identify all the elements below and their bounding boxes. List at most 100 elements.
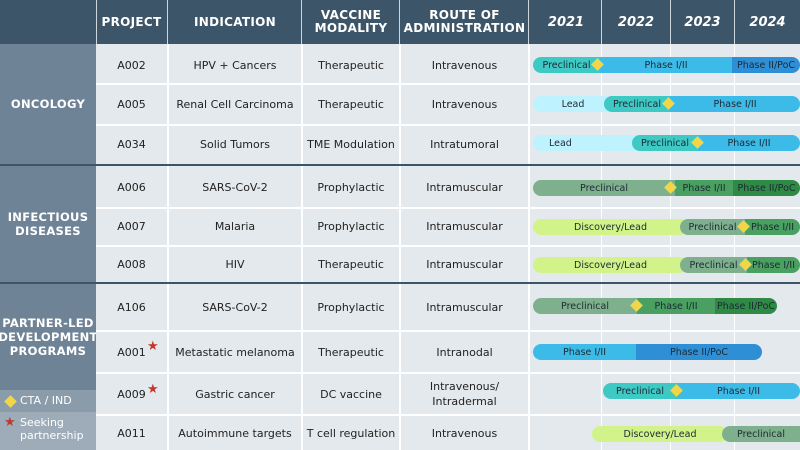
cell-route: Intratumoral <box>430 137 499 151</box>
cell-project: A002 <box>117 58 146 72</box>
cell-route: Intravenous <box>431 426 498 440</box>
row-divider <box>96 330 800 332</box>
phase-bar-preclinical: Preclinical <box>603 383 677 399</box>
phase-bar-lead: Lead <box>533 135 643 151</box>
phase-bar-lead: Lead <box>533 96 613 112</box>
column-divider <box>167 44 169 450</box>
phase-bar-phase-1-2: Phase I/II <box>698 135 800 151</box>
cell-project: A007 <box>117 220 146 233</box>
cell-modality: DC vaccine <box>320 387 382 401</box>
cell-route: Intramuscular <box>426 220 503 233</box>
phase-bar-phase-1-2: Phase I/II <box>533 344 636 360</box>
year-2023: 2023 <box>684 14 721 30</box>
header-divider <box>528 0 529 44</box>
cell-indication: Gastric cancer <box>195 387 275 401</box>
phase-bar-phase-1-2: Phase I/II <box>747 257 800 273</box>
cell-project: A106 <box>117 301 146 314</box>
phase-bar-preclinical: Preclinical <box>533 180 675 196</box>
column-divider <box>528 44 530 450</box>
cell-route: Intravenous <box>431 58 498 72</box>
phase-bar-preclinical: Preclinical <box>680 257 747 273</box>
phase-bar-phase-1-2: Phase I/II <box>745 219 800 235</box>
cell-modality: Prophylactic <box>317 301 385 314</box>
group-divider <box>0 164 800 166</box>
cell-route: Intramuscular <box>426 301 503 314</box>
cell-route: Intramuscular <box>426 180 503 194</box>
row-divider <box>96 414 800 416</box>
cell-indication: SARS-CoV-2 <box>202 180 268 194</box>
header-project: PROJECT <box>101 14 162 29</box>
cell-indication: Renal Cell Carcinoma <box>176 97 294 111</box>
row-divider <box>96 245 800 247</box>
cell-modality: Therapeutic <box>318 257 384 271</box>
phase-bar-phase-2-poc: Phase II/PoC <box>733 180 800 196</box>
phase-bar-preclinical: Preclinical <box>722 426 800 442</box>
cell-indication: Malaria <box>214 220 256 233</box>
star-icon: ★ <box>4 415 16 430</box>
column-divider <box>399 44 401 450</box>
phase-bar-discovery-lead: Discovery/Lead <box>592 426 728 442</box>
cell-indication: HPV + Cancers <box>193 58 277 72</box>
cell-modality: Therapeutic <box>318 97 384 111</box>
group-infectious-diseases: INFECTIOUS DISEASES <box>0 166 96 282</box>
legend-seeking-box <box>0 412 96 450</box>
cell-project: A006 <box>117 180 146 194</box>
phase-bar-preclinical: Preclinical <box>680 219 745 235</box>
star-icon: ★ <box>147 382 159 397</box>
cell-project: A011 <box>117 426 146 440</box>
cell-modality: TME Modulation <box>307 137 395 151</box>
cell-modality: Prophylactic <box>317 180 385 194</box>
cell-project: A009 <box>117 387 146 401</box>
row-divider <box>96 83 800 85</box>
star-icon: ★ <box>147 339 159 354</box>
header-divider <box>399 0 400 44</box>
cell-route: Intravenous <box>431 97 498 111</box>
header-indication: INDICATION <box>194 14 276 29</box>
cell-indication: HIV <box>225 257 245 271</box>
legend-seeking-label: Seeking partnership <box>20 416 84 442</box>
header-divider <box>167 0 168 44</box>
phase-bar-phase-1-2: Phase I/II <box>670 96 800 112</box>
phase-bar-phase-2-poc: Phase II/PoC <box>636 344 762 360</box>
cell-modality: T cell regulation <box>306 426 396 440</box>
cell-project: A008 <box>117 257 146 271</box>
phase-bar-preclinical: Preclinical <box>533 57 600 73</box>
column-divider <box>301 44 303 450</box>
group-oncology: ONCOLOGY <box>0 44 96 164</box>
legend-cta-box <box>0 390 96 412</box>
cell-indication: SARS-CoV-2 <box>202 301 268 314</box>
cell-project: A034 <box>117 137 146 151</box>
group-divider <box>0 282 800 284</box>
cell-indication: Autoimmune targets <box>178 426 292 440</box>
phase-bar-phase-1-2: Phase I/II <box>600 57 732 73</box>
year-2024: 2024 <box>749 14 786 30</box>
group-infectious-label: INFECTIOUS DISEASES <box>7 210 89 238</box>
phase-bar-preclinical: Preclinical <box>632 135 698 151</box>
year-gridline <box>734 44 735 450</box>
year-gridline <box>670 44 671 450</box>
group-partner-label: PARTNER-LED DEVELOPMENT PROGRAMS <box>0 316 98 358</box>
header-bar <box>0 0 800 44</box>
phase-bar-discovery-lead: Discovery/Lead <box>533 219 688 235</box>
phase-bar-phase-1-2: Phase I/II <box>677 383 800 399</box>
year-2021: 2021 <box>547 14 585 30</box>
cell-indication: Solid Tumors <box>199 137 271 151</box>
cell-route: Intravenous/ Intradermal <box>429 380 500 408</box>
group-partner-led: PARTNER-LED DEVELOPMENT PROGRAMS <box>0 284 98 390</box>
year-gridline <box>601 44 602 450</box>
cell-indication: Metastatic melanoma <box>175 345 295 359</box>
header-modality: VACCINE MODALITY <box>314 8 388 35</box>
phase-bar-phase-2-poc: Phase II/PoC <box>732 57 800 73</box>
cell-modality: Therapeutic <box>318 58 384 72</box>
phase-bar-preclinical: Preclinical <box>604 96 670 112</box>
header-divider <box>301 0 302 44</box>
header-divider <box>601 0 602 44</box>
row-divider <box>96 372 800 374</box>
cell-route: Intramuscular <box>426 257 503 271</box>
header-divider <box>670 0 671 44</box>
phase-bar-phase-1-2: Phase I/II <box>637 298 715 314</box>
cell-modality: Prophylactic <box>317 220 385 233</box>
cell-project: A001 <box>117 345 146 359</box>
phase-bar-preclinical: Preclinical <box>533 298 637 314</box>
cell-route: Intranodal <box>436 345 493 359</box>
